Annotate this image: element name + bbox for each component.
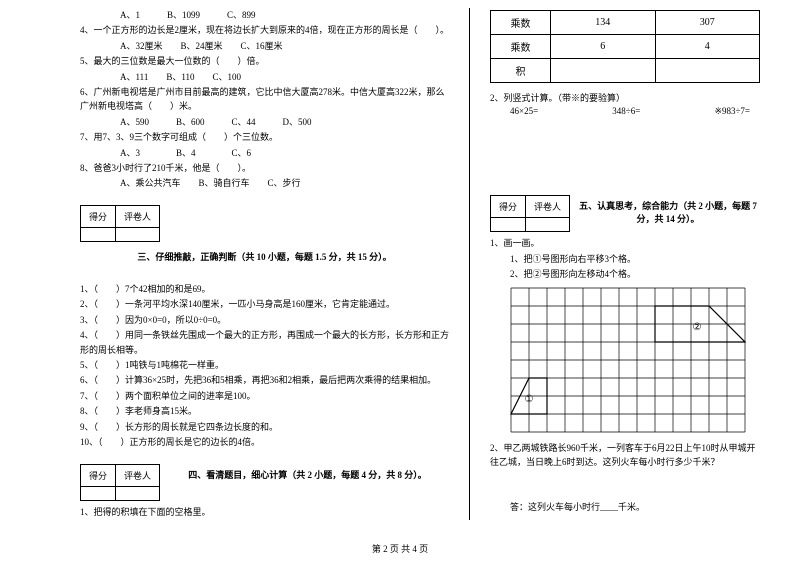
draw-1: 1、把①号图形向右平移3个格。 (490, 252, 760, 266)
section4-title: 四、看清题目，细心计算（共 2 小题，每题 4 分，共 8 分）。 (166, 468, 449, 481)
table-cell: 乘数 (491, 35, 551, 59)
left-column: A、1 B、1099 C、899 4、一个正方形的边长是2厘米，现在将边长扩大到… (80, 8, 449, 520)
section3-header: 得分评卷人 (80, 197, 449, 246)
draw-title: 1、画一画。 (490, 236, 760, 250)
score-label: 得分 (81, 464, 116, 486)
q5-options: A、111 B、110 C、100 (80, 70, 449, 84)
j3: 3、（ ）因为0×0=0，所以0÷0=0。 (80, 313, 449, 327)
table-cell: 积 (491, 59, 551, 83)
score-box-3: 得分评卷人 (80, 205, 160, 242)
j1: 1、（ ）7个42相加的和是69。 (80, 282, 449, 296)
q7-options: A、3 B、4 C、6 (80, 146, 449, 160)
q7: 7、用7、3、9三个数字可组成（ ）个三位数。 (80, 130, 449, 144)
table-header-0: 乘数 (491, 11, 551, 35)
svg-text:①: ① (525, 394, 534, 405)
score-label: 得分 (491, 196, 526, 218)
table-cell: 4 (655, 35, 760, 59)
table-header-1: 134 (551, 11, 655, 35)
q4-options: A、32厘米 B、24厘米 C、16厘米 (80, 39, 449, 53)
q8: 8、爸爸3小时行了210千米，他是（ ）。 (80, 161, 449, 175)
q2: 2、甲乙两城铁路长960千米，一列客车于6月22日上午10时从甲城开往乙城，当日… (490, 441, 760, 470)
table-cell (655, 59, 760, 83)
j6: 6、（ ）计算36×25时，先把36和5相乘，再把36和2相乘，最后把两次乘得的… (80, 373, 449, 387)
section5-header: 得分评卷人 五、认真思考，综合能力（共 2 小题，每题 7 分，共 14 分）。 (490, 187, 760, 236)
score-label: 得分 (81, 205, 116, 227)
calc-item: 46×25= (510, 106, 538, 117)
reviewer-label: 评卷人 (526, 196, 570, 218)
column-divider (469, 8, 470, 520)
q8-options: A、乘公共汽车 B、骑自行车 C、步行 (80, 176, 449, 190)
section3-title: 三、仔细推敲，正确判断（共 10 小题，每题 1.5 分，共 15 分）。 (80, 250, 449, 263)
j5: 5、（ ）1吨铁与1吨棉花一样重。 (80, 358, 449, 372)
calc1: 1、把得的积填在下面的空格里。 (80, 505, 449, 519)
reviewer-label: 评卷人 (116, 464, 160, 486)
calc-item: 348÷6= (612, 106, 640, 117)
table-cell (551, 59, 655, 83)
table-cell: 6 (551, 35, 655, 59)
calc2-items: 46×25= 348÷6= ※983÷7= (490, 106, 760, 117)
table-header-2: 307 (655, 11, 760, 35)
j2: 2、（ ）一条河平均水深140厘米，一匹小马身高是160厘米，它肯定能通过。 (80, 297, 449, 311)
calc2: 2、列竖式计算。（带※的要验算） (490, 91, 760, 105)
j8: 8、（ ）李老师身高15米。 (80, 404, 449, 418)
section5-title: 五、认真思考，综合能力（共 2 小题，每题 7 分，共 14 分）。 (576, 199, 760, 225)
calc-item: ※983÷7= (714, 106, 750, 117)
grid-diagram: ②① (510, 287, 746, 433)
j7: 7、（ ）两个面积单位之间的进率是100。 (80, 389, 449, 403)
answer: 答：这列火车每小时行____千米。 (490, 500, 760, 514)
svg-text:②: ② (693, 322, 702, 333)
draw-2: 2、把②号图形向左移动4个格。 (490, 267, 760, 281)
score-box-4: 得分评卷人 (80, 464, 160, 501)
section4-header: 得分评卷人 四、看清题目，细心计算（共 2 小题，每题 4 分，共 8 分）。 (80, 456, 449, 505)
j10: 10、（ ）正方形的周长是它的边长的4倍。 (80, 435, 449, 449)
q3-options: A、1 B、1099 C、899 (80, 8, 449, 22)
q4: 4、一个正方形的边长是2厘米，现在将边长扩大到原来的4倍，现在正方形的周长是（ … (80, 23, 449, 37)
j9: 9、（ ）长方形的周长就是它四条边长度的和。 (80, 420, 449, 434)
q6: 6、广州新电视塔是广州市目前最高的建筑，它比中信大厦高278米。中信大厦高322… (80, 85, 449, 114)
right-column: 乘数 134 307 乘数 6 4 积 2、列竖式计算。（带※的要验算） 46×… (490, 8, 760, 520)
j4: 4、（ ）用同一条铁丝先围成一个最大的正方形，再围成一个最大的长方形，长方形和正… (80, 328, 449, 357)
reviewer-label: 评卷人 (116, 205, 160, 227)
score-box-5: 得分评卷人 (490, 195, 570, 232)
multiplication-table: 乘数 134 307 乘数 6 4 积 (490, 10, 760, 83)
q5: 5、最大的三位数是最大一位数的（ ）倍。 (80, 54, 449, 68)
page-footer: 第 2 页 共 4 页 (0, 542, 800, 555)
q6-options: A、590 B、600 C、44 D、500 (80, 115, 449, 129)
